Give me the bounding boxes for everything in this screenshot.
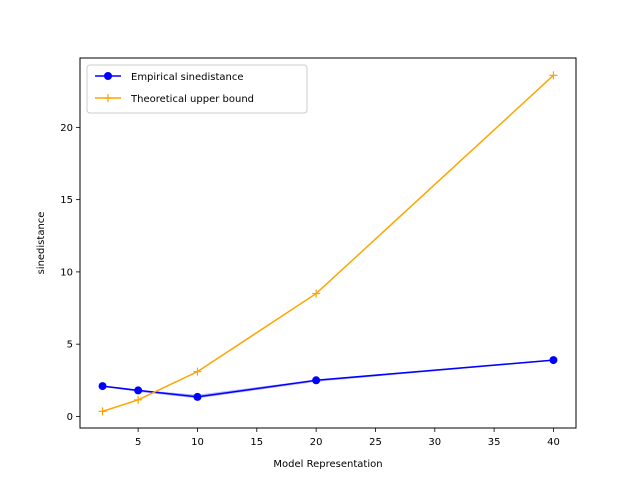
x-tick-label: 25 <box>369 437 382 448</box>
series-0-point <box>312 376 321 385</box>
series-1-point <box>312 289 321 298</box>
series-0-line <box>102 359 554 398</box>
y-tick-label: 15 <box>60 195 73 206</box>
series-1-point <box>193 367 202 376</box>
series-0-point <box>134 386 143 395</box>
y-tick-label: 10 <box>60 267 73 278</box>
x-tick-label: 35 <box>488 437 501 448</box>
y-axis-ticks: 0 5 10 15 20 <box>60 123 80 423</box>
series-0-point <box>193 392 202 401</box>
x-tick-label: 40 <box>547 437 560 448</box>
x-tick-label: 30 <box>428 437 441 448</box>
x-tick-label: 20 <box>310 437 323 448</box>
series-0-point <box>98 382 107 391</box>
series-1-point <box>134 395 143 404</box>
y-tick-label: 0 <box>67 412 73 423</box>
legend-label-theoretical: Theoretical upper bound <box>130 94 254 105</box>
x-tick-label: 10 <box>191 437 204 448</box>
legend-marker-empirical <box>104 72 112 80</box>
series-1-point <box>98 407 107 416</box>
plot-frame <box>79 57 577 429</box>
x-axis-ticks: 5 10 15 20 25 30 35 40 <box>135 428 560 448</box>
y-tick-label: 20 <box>60 123 73 134</box>
legend-marker-theoretical <box>104 94 112 102</box>
legend-box <box>86 64 308 114</box>
series-1-line <box>102 74 554 413</box>
legend-label-empirical: Empirical sinedistance <box>131 72 244 83</box>
y-axis-label: sinedistance <box>36 212 47 275</box>
legend: Empirical sinedistance Theoretical upper… <box>86 64 308 114</box>
series-0-point <box>549 356 558 365</box>
x-tick-label: 5 <box>135 437 141 448</box>
y-tick-label: 5 <box>67 340 73 351</box>
x-tick-label: 15 <box>250 437 263 448</box>
x-axis-label: Model Representation <box>273 459 382 470</box>
series-1-point <box>549 71 558 80</box>
plot-content <box>98 71 558 416</box>
